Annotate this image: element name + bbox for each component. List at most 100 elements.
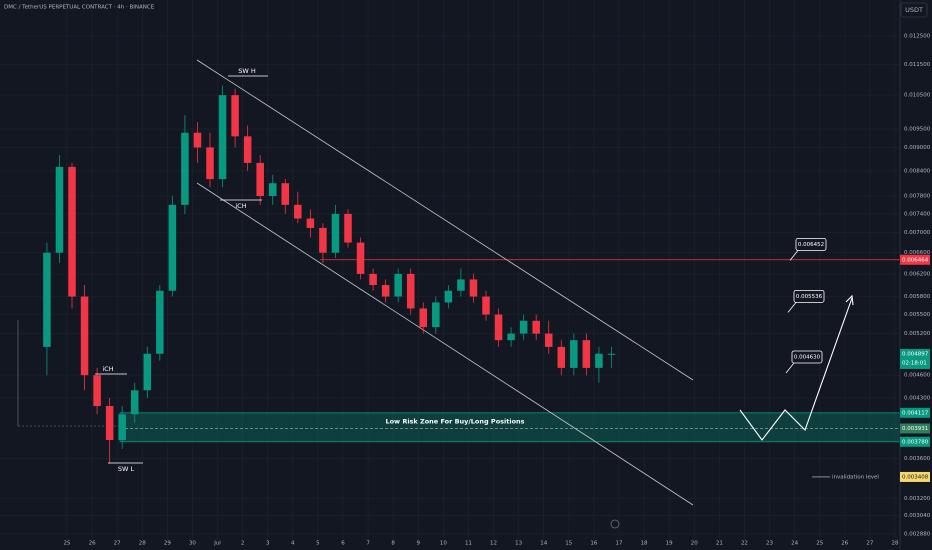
candle-body [394, 273, 402, 297]
candle-body [319, 227, 327, 253]
candle-body [507, 333, 515, 341]
x-tick-label: 23 [766, 541, 773, 547]
x-tick-label: 15 [565, 541, 572, 547]
y-tick-label: 0.004600 [904, 373, 931, 379]
candle-body [482, 296, 490, 315]
target-pointer [789, 250, 799, 261]
candle-body [331, 213, 340, 253]
x-tick-label: 6 [341, 541, 345, 547]
y-tick-label: 0.003600 [904, 456, 931, 462]
y-tick-label: 0.009500 [904, 127, 931, 133]
candle-body [607, 353, 616, 355]
candle-body [268, 183, 277, 197]
y-tick-label: 0.005800 [904, 294, 931, 300]
y-tick-label: 0.010500 [904, 93, 931, 99]
candle-body [80, 296, 89, 376]
price-badge-label: 0.003931 [902, 426, 928, 432]
candle-body [193, 132, 202, 148]
candle-body [93, 375, 101, 407]
y-tick-label: 0.002880 [904, 532, 931, 538]
y-tick-label: 0.007400 [904, 211, 931, 217]
target-pointer [787, 302, 797, 313]
x-tick-label: 9 [417, 541, 421, 547]
x-tick-label: 20 [691, 541, 698, 547]
candle-body [55, 166, 64, 253]
candle-body [118, 414, 126, 441]
x-tick-label: 2 [241, 541, 245, 547]
x-tick-label: 26 [841, 541, 848, 547]
x-tick-label: 28 [891, 541, 898, 547]
sw-high-label: SW H [238, 67, 256, 75]
price-badge [900, 436, 930, 447]
candle-body [68, 166, 76, 297]
target-label: 0.004630 [794, 354, 821, 360]
candle-body [494, 314, 503, 341]
candle-body [231, 95, 239, 137]
price-badge [900, 254, 930, 265]
candle-body [243, 136, 252, 163]
candle-body [306, 218, 315, 228]
y-tick-label: 0.011500 [904, 62, 931, 68]
candle-body [43, 252, 51, 347]
candle-body [570, 340, 578, 368]
price-badge-label: 0.004117 [902, 410, 929, 416]
candle-body [381, 285, 390, 297]
x-tick-label: 7 [366, 541, 370, 547]
price-axis [900, 0, 932, 550]
x-tick-label: 19 [666, 541, 673, 547]
price-badge [900, 407, 930, 418]
projection-path [739, 297, 853, 441]
candle-body [557, 346, 566, 368]
x-tick-label: 25 [816, 541, 823, 547]
axis-labels: 0.012500 0.011500 0.010500 0.009500 0.009000… [63, 34, 930, 547]
x-tick-label: 16 [590, 541, 597, 547]
x-tick-label: 5 [316, 541, 320, 547]
x-tick-label: 27 [866, 541, 873, 547]
y-tick-label: 0.005200 [904, 331, 931, 337]
currency-box[interactable] [900, 2, 928, 18]
candle-body [218, 95, 227, 180]
candle-body [344, 213, 352, 243]
candle-body [444, 290, 453, 303]
currency-label[interactable]: USDT [905, 6, 923, 14]
candle-body [256, 162, 264, 197]
buy-zone [119, 412, 901, 443]
candle-body [294, 204, 302, 219]
price-badge-label: 0.003408 [902, 474, 929, 480]
x-tick-label: 12 [490, 541, 497, 547]
target-box [795, 237, 827, 251]
price-badge [900, 471, 930, 482]
y-tick-label: 0.006600 [904, 250, 931, 256]
invalidation-label: invalidation level [832, 474, 879, 480]
x-tick-label: 26 [89, 541, 96, 547]
x-tick-label: 29 [164, 541, 171, 547]
x-tick-label: 10 [440, 541, 447, 547]
x-tick-label: 14 [540, 541, 547, 547]
target-label: 0.006452 [798, 242, 824, 248]
x-tick-label: 4 [291, 541, 295, 547]
candle-body [369, 273, 377, 286]
target-label: 0.005536 [796, 294, 823, 300]
candle-body [406, 273, 415, 309]
x-tick-label: 11 [465, 541, 472, 547]
x-tick-label: Jul [213, 541, 221, 547]
y-tick-label: 0.007000 [904, 230, 931, 236]
y-tick-label: 0.004300 [904, 396, 931, 402]
ich-label: iCH [102, 365, 113, 373]
candle-body [519, 320, 528, 334]
x-tick-label: 24 [791, 541, 798, 547]
x-tick-label: 27 [114, 541, 121, 547]
price-badge [900, 423, 930, 434]
target-box [793, 289, 825, 303]
candle-body [143, 353, 152, 391]
candle-body [532, 320, 540, 334]
x-tick-label: 17 [615, 541, 622, 547]
zone-label: Low Risk Zone For Buy/Long Positions [385, 417, 524, 425]
x-tick-label: 22 [741, 541, 748, 547]
grid [0, 0, 900, 540]
y-tick-label: 0.003200 [904, 496, 931, 502]
y-tick-label: 0.008400 [904, 168, 931, 174]
candle-body [181, 132, 189, 205]
x-tick-label: 28 [139, 541, 146, 547]
target-pointer [785, 362, 795, 374]
